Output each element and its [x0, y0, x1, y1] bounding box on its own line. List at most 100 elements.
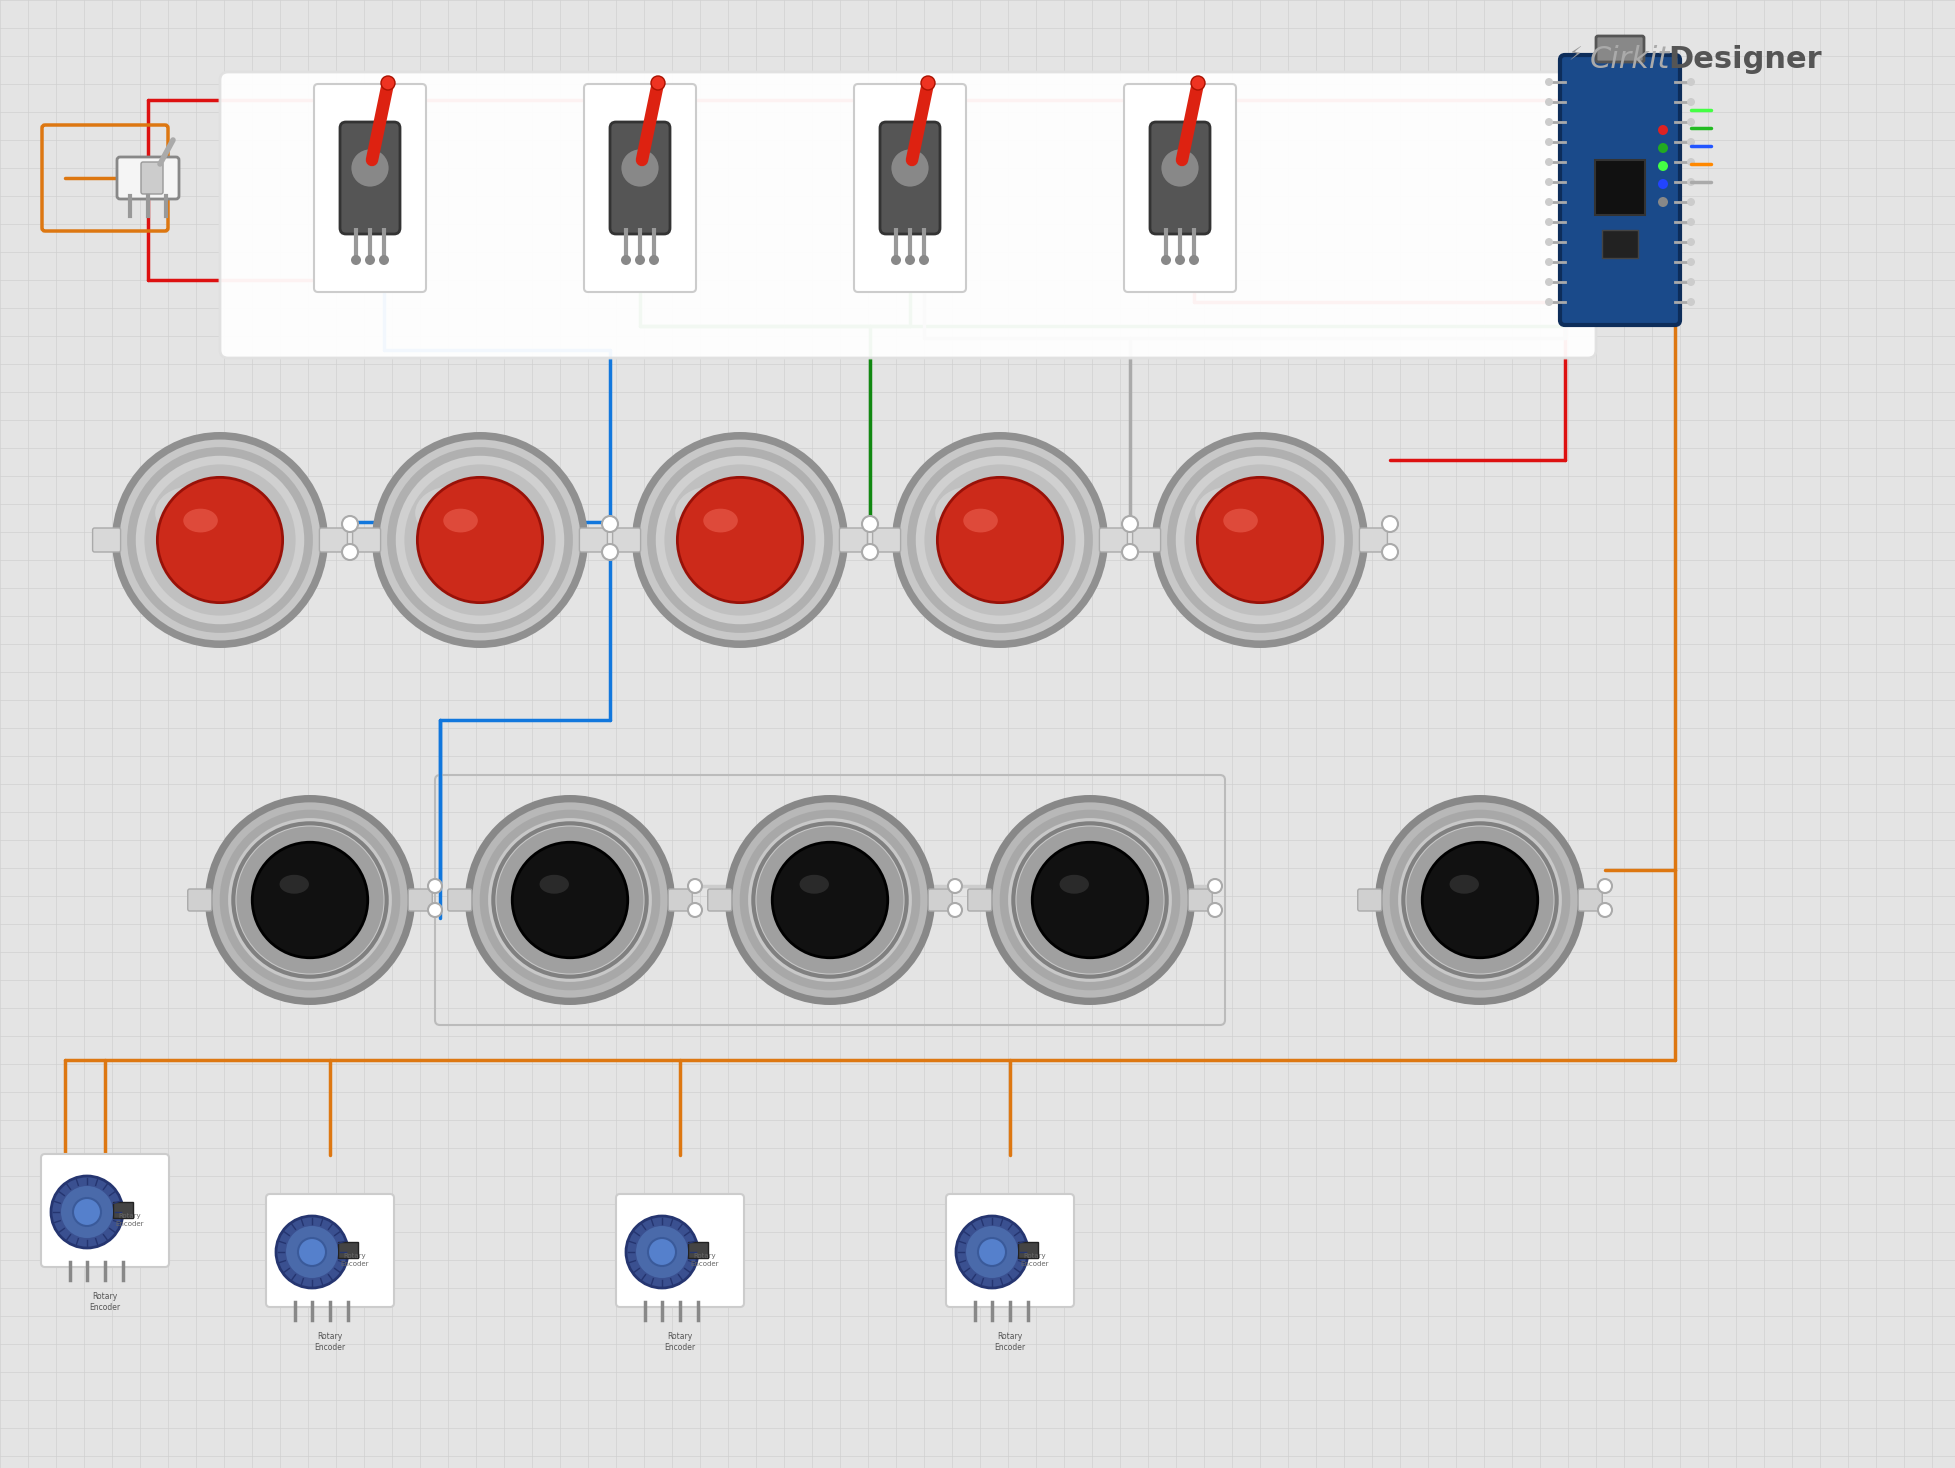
FancyBboxPatch shape: [880, 122, 940, 233]
Circle shape: [229, 818, 391, 982]
Circle shape: [1685, 198, 1695, 206]
Circle shape: [381, 76, 395, 90]
Circle shape: [1032, 843, 1148, 957]
Circle shape: [1167, 448, 1353, 633]
FancyBboxPatch shape: [854, 84, 966, 292]
Circle shape: [1544, 178, 1552, 186]
Circle shape: [1685, 178, 1695, 186]
Circle shape: [921, 76, 934, 90]
FancyBboxPatch shape: [579, 528, 608, 552]
FancyBboxPatch shape: [92, 528, 121, 552]
Circle shape: [862, 545, 878, 559]
Circle shape: [739, 810, 921, 991]
FancyBboxPatch shape: [585, 84, 696, 292]
Circle shape: [219, 810, 401, 991]
Circle shape: [51, 1176, 123, 1248]
Circle shape: [428, 879, 442, 893]
Circle shape: [1658, 125, 1668, 135]
Ellipse shape: [800, 875, 829, 894]
Bar: [338, 1242, 358, 1258]
Text: Designer: Designer: [1668, 46, 1820, 73]
FancyBboxPatch shape: [929, 890, 952, 912]
Circle shape: [127, 448, 313, 633]
Circle shape: [1382, 545, 1398, 559]
Circle shape: [862, 515, 878, 531]
Ellipse shape: [184, 509, 217, 533]
Bar: [1593, 160, 1644, 214]
Circle shape: [1544, 238, 1552, 247]
Circle shape: [620, 255, 631, 266]
Circle shape: [371, 432, 588, 647]
Circle shape: [602, 545, 618, 559]
Circle shape: [978, 1238, 1005, 1265]
Circle shape: [1544, 78, 1552, 87]
Circle shape: [205, 796, 414, 1006]
Circle shape: [276, 1216, 348, 1287]
Circle shape: [647, 1238, 676, 1265]
FancyBboxPatch shape: [1099, 528, 1126, 552]
Circle shape: [72, 1198, 102, 1226]
Circle shape: [1398, 818, 1562, 982]
Circle shape: [915, 455, 1083, 624]
Circle shape: [925, 464, 1075, 615]
Circle shape: [342, 515, 358, 531]
Circle shape: [1406, 826, 1552, 973]
FancyBboxPatch shape: [612, 528, 641, 552]
FancyBboxPatch shape: [266, 1193, 393, 1307]
Circle shape: [1658, 197, 1668, 207]
Circle shape: [416, 477, 542, 603]
FancyBboxPatch shape: [1132, 528, 1159, 552]
Circle shape: [237, 826, 383, 973]
Circle shape: [731, 803, 927, 998]
FancyBboxPatch shape: [839, 528, 866, 552]
Circle shape: [948, 879, 962, 893]
FancyBboxPatch shape: [1187, 890, 1212, 912]
Circle shape: [1421, 843, 1537, 957]
Bar: [1601, 230, 1636, 258]
Circle shape: [725, 796, 934, 1006]
Ellipse shape: [280, 875, 309, 894]
Ellipse shape: [1222, 509, 1257, 533]
Text: Rotary
Encoder: Rotary Encoder: [690, 1254, 719, 1267]
Circle shape: [1374, 796, 1584, 1006]
Circle shape: [111, 432, 328, 647]
Circle shape: [1685, 219, 1695, 226]
Circle shape: [899, 439, 1101, 640]
Circle shape: [1685, 298, 1695, 305]
Circle shape: [651, 76, 665, 90]
Ellipse shape: [444, 509, 477, 533]
Circle shape: [1544, 198, 1552, 206]
Circle shape: [639, 439, 841, 640]
Circle shape: [655, 455, 823, 624]
Circle shape: [1388, 810, 1570, 991]
Circle shape: [747, 818, 911, 982]
Ellipse shape: [934, 486, 1011, 540]
Circle shape: [1159, 148, 1198, 188]
Circle shape: [387, 448, 573, 633]
Circle shape: [1189, 255, 1198, 266]
Circle shape: [1658, 161, 1668, 170]
Circle shape: [1185, 464, 1335, 615]
Text: Rotary
Encoder: Rotary Encoder: [115, 1213, 145, 1227]
FancyBboxPatch shape: [41, 1154, 168, 1267]
Circle shape: [991, 803, 1187, 998]
Circle shape: [1544, 219, 1552, 226]
Circle shape: [665, 464, 815, 615]
Circle shape: [366, 255, 375, 266]
Circle shape: [936, 477, 1062, 603]
Ellipse shape: [1449, 875, 1478, 894]
Text: Rotary
Encoder: Rotary Encoder: [665, 1331, 696, 1352]
FancyBboxPatch shape: [352, 528, 381, 552]
Bar: [113, 1202, 133, 1218]
Circle shape: [647, 448, 833, 633]
Circle shape: [772, 843, 888, 957]
Ellipse shape: [1060, 875, 1089, 894]
Circle shape: [1685, 117, 1695, 126]
FancyBboxPatch shape: [669, 890, 692, 912]
FancyBboxPatch shape: [1560, 54, 1679, 324]
FancyBboxPatch shape: [448, 890, 471, 912]
Circle shape: [757, 826, 903, 973]
Circle shape: [1196, 477, 1322, 603]
Circle shape: [1382, 803, 1578, 998]
Circle shape: [1544, 98, 1552, 106]
